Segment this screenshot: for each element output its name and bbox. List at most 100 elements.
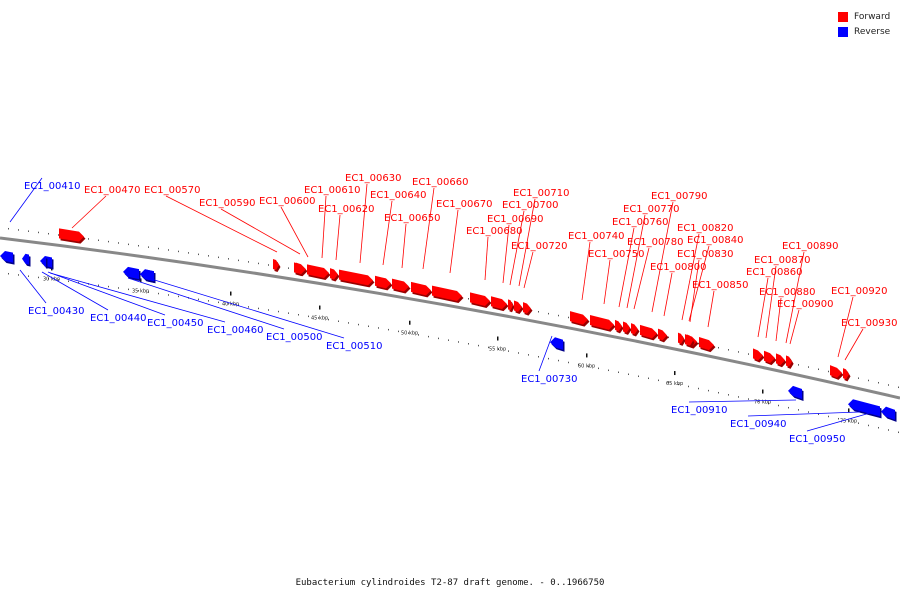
scale-dot xyxy=(238,259,239,262)
gene-ec1_00860[interactable] xyxy=(753,348,765,363)
scale-dot xyxy=(18,274,19,276)
gene-ec1_00780[interactable] xyxy=(631,323,640,337)
scale-dot xyxy=(608,369,609,372)
scale-dot xyxy=(288,267,289,269)
gene-ec1_00620[interactable] xyxy=(330,268,340,282)
scale-dot xyxy=(898,386,899,389)
gene-label: EC1_00700 xyxy=(502,200,558,211)
scale-tick-mark xyxy=(762,389,764,394)
scale-dot xyxy=(558,359,559,362)
gene-ec1_00730[interactable] xyxy=(550,337,565,352)
gene-ec1_00650[interactable] xyxy=(392,278,411,294)
gene-label: EC1_00450 xyxy=(147,318,203,329)
gene-ec1_00840[interactable] xyxy=(687,334,695,348)
scale-dot xyxy=(598,367,599,370)
gene-ec1_00710[interactable] xyxy=(514,300,524,314)
scale-dot xyxy=(548,357,549,360)
scale-tick-mark xyxy=(497,336,499,341)
gene-ec1_00870[interactable] xyxy=(764,350,777,366)
gene-ec1_00750[interactable] xyxy=(590,315,616,332)
leader-line xyxy=(280,206,309,258)
reverse-swatch xyxy=(838,26,848,37)
scale-dot xyxy=(718,391,719,394)
leader-line xyxy=(765,265,777,339)
gene-ec1_00600[interactable] xyxy=(296,262,308,277)
scale-dot xyxy=(78,281,79,284)
gene-ec1_00910[interactable] xyxy=(788,385,804,401)
gene-ec1_00640[interactable] xyxy=(375,275,393,291)
scale-dot xyxy=(338,320,339,323)
gene-ec1_00430[interactable] xyxy=(22,253,31,267)
scale-dot xyxy=(268,309,269,311)
scale-tick-label: 60 kbp xyxy=(578,363,595,369)
gene-ec1_00760[interactable] xyxy=(615,319,624,334)
scale-dot xyxy=(168,249,169,251)
scale-dot xyxy=(178,295,179,298)
scale-dot xyxy=(378,327,379,329)
gene-ec1_00800[interactable] xyxy=(658,328,669,343)
scale-dot xyxy=(138,244,139,247)
scale-dot xyxy=(448,339,449,341)
leader-line xyxy=(422,187,435,270)
gene-arrow xyxy=(699,336,714,351)
scale-tick-mark xyxy=(409,320,411,325)
gene-ec1_00680[interactable] xyxy=(470,292,492,309)
gene-ec1_00720[interactable] xyxy=(523,302,533,316)
gene-arrow xyxy=(43,256,46,267)
gene-ec1_00610[interactable] xyxy=(307,264,331,281)
gene-ec1_00660[interactable] xyxy=(411,281,433,298)
gene-ec1_00740[interactable] xyxy=(570,311,590,327)
scale-dot xyxy=(618,371,619,374)
gene-ec1_00950[interactable] xyxy=(881,406,897,422)
scale-tick-mark xyxy=(230,291,232,296)
gene-ec1_00930[interactable] xyxy=(843,368,851,382)
gene-ec1_00410[interactable] xyxy=(0,251,15,265)
gene-ec1_00940[interactable] xyxy=(848,399,882,419)
scale-dot xyxy=(678,383,679,386)
gene-ec1_00510[interactable] xyxy=(140,269,156,284)
gene-ec1_00700[interactable] xyxy=(508,299,515,313)
scale-dot xyxy=(198,298,199,301)
scale-dot xyxy=(298,313,299,316)
scale-tick-mark xyxy=(848,408,850,413)
gene-ec1_00850[interactable] xyxy=(699,336,716,353)
gene-ec1_00630[interactable] xyxy=(339,269,375,288)
gene-ec1_00820[interactable] xyxy=(678,332,686,346)
gene-label: EC1_00690 xyxy=(487,214,543,225)
leader-line xyxy=(603,259,611,305)
legend-reverse-label: Reverse xyxy=(854,26,891,37)
gene-arrow xyxy=(776,353,785,366)
scale-dot xyxy=(738,351,739,353)
gene-ec1_00670[interactable] xyxy=(432,285,464,303)
scale-tick-label: 30 kbp xyxy=(43,276,60,282)
leader-line xyxy=(19,269,47,304)
leader-line xyxy=(321,195,327,259)
scale-dot xyxy=(128,243,129,246)
scale-dot xyxy=(278,310,279,313)
gene-ec1_00570[interactable] xyxy=(273,259,281,272)
gene-ec1_00920[interactable] xyxy=(830,365,844,380)
scale-dot xyxy=(418,334,419,336)
gene-ec1_00450[interactable] xyxy=(43,256,48,269)
gene-ec1_00470[interactable] xyxy=(59,228,86,244)
gene-arrow xyxy=(523,302,531,314)
gene-arrow xyxy=(392,278,409,292)
gene-ec1_00770[interactable] xyxy=(623,321,632,335)
leader-line xyxy=(165,195,278,253)
gene-arrow xyxy=(687,334,693,346)
gene-ec1_00900[interactable] xyxy=(786,355,794,369)
scale-dot xyxy=(478,344,479,347)
gene-label: EC1_00510 xyxy=(326,341,382,352)
gene-ec1_00460[interactable] xyxy=(123,266,141,282)
scale-dot xyxy=(458,341,459,343)
gene-ec1_00690[interactable] xyxy=(491,296,509,312)
leader-line xyxy=(789,309,800,345)
gene-label: EC1_00500 xyxy=(266,332,322,343)
gene-ec1_00880[interactable] xyxy=(776,353,787,368)
leader-line xyxy=(127,277,285,330)
forward-swatch xyxy=(838,11,848,22)
gene-ec1_00790[interactable] xyxy=(640,324,659,341)
gene-arrow xyxy=(0,251,13,263)
scale-tick-label: 50 kbp xyxy=(401,331,418,337)
gene-label: EC1_00430 xyxy=(28,306,84,317)
